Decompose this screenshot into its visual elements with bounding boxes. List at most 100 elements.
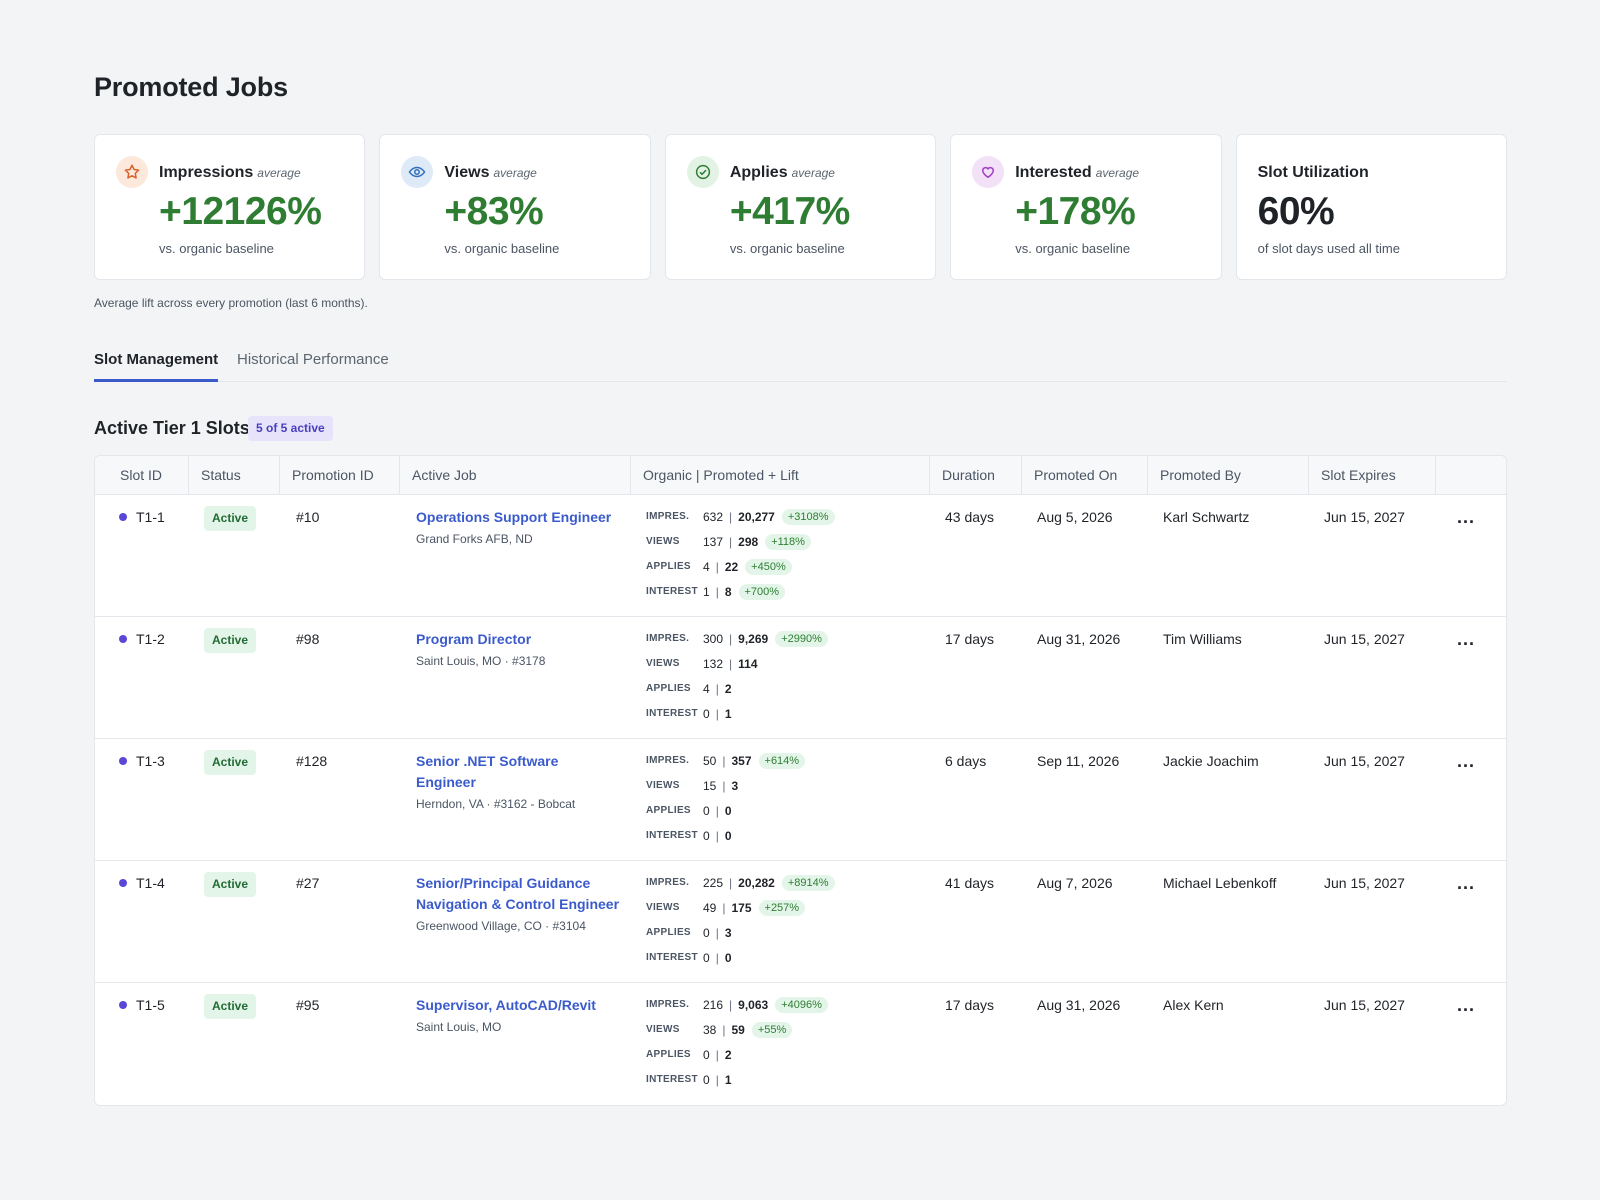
- organic-value: 0: [703, 706, 710, 721]
- views-card: Views average +83% vs. organic baseline: [379, 134, 651, 280]
- slot-expires: Jun 15, 2027: [1324, 509, 1405, 525]
- organic-value: 4: [703, 559, 710, 574]
- metric-line: INTEREST 0 | 1: [646, 701, 828, 726]
- job-location: Saint Louis, MO · #3178: [416, 654, 546, 668]
- separator: |: [715, 1072, 719, 1087]
- metric-label: INTEREST: [646, 830, 698, 841]
- organic-value: 1: [703, 584, 710, 599]
- status-cell: Active: [204, 750, 257, 775]
- organic-value: 632: [703, 509, 724, 524]
- job-title-link[interactable]: Operations Support Engineer: [416, 509, 612, 525]
- organic-value: 137: [703, 534, 724, 549]
- duration: 17 days: [945, 997, 995, 1013]
- job-location: Herndon, VA · #3162 - Bobcat: [416, 797, 576, 811]
- organic-value: 0: [703, 950, 710, 965]
- job-title-link[interactable]: Program Director: [416, 631, 532, 647]
- job-cell: Senior/Principal Guidance Navigation & C…: [416, 873, 621, 933]
- metric-label: APPLIES: [646, 683, 691, 694]
- job-cell: Supervisor, AutoCAD/Revit Saint Louis, M…: [416, 995, 621, 1034]
- promoted-on: Aug 31, 2026: [1037, 997, 1121, 1013]
- promoted-on: Aug 5, 2026: [1037, 509, 1113, 525]
- promoted-value: 20,282: [738, 875, 775, 890]
- separator: |: [715, 950, 719, 965]
- metric-label: INTEREST: [646, 586, 698, 597]
- promotion-id: #95: [296, 997, 320, 1013]
- column-header: Slot Expires: [1309, 456, 1436, 495]
- card-subtitle: average: [257, 166, 301, 180]
- status-badge: Active: [204, 872, 257, 897]
- lift-note: Average lift across every promotion (las…: [94, 296, 368, 310]
- separator: |: [722, 753, 726, 768]
- slot-id: T1-2: [136, 631, 165, 647]
- separator: |: [715, 828, 719, 843]
- metric-line: INTEREST 0 | 0: [646, 823, 805, 848]
- slot-expires: Jun 15, 2027: [1324, 875, 1405, 891]
- metrics-cell: IMPRES. 225 | 20,282 +8914% VIEWS 49 | 175 +257% A…: [646, 870, 835, 970]
- card-subtitle: average: [1095, 166, 1140, 180]
- card-subtitle: average: [493, 166, 537, 180]
- metrics-cell: IMPRES. 216 | 9,063 +4096% VIEWS 38 | 59 +55% APPL…: [646, 992, 828, 1092]
- more-actions-button[interactable]: ...: [1457, 995, 1476, 1015]
- status-badge: Active: [204, 994, 257, 1019]
- card-note: vs. organic baseline: [729, 241, 845, 256]
- more-actions-button[interactable]: ...: [1457, 873, 1476, 893]
- tab-historical-performance[interactable]: Historical Performance: [237, 351, 389, 368]
- organic-value: 0: [703, 1047, 710, 1062]
- card-heading: Applies average: [730, 164, 835, 182]
- duration: 17 days: [945, 631, 995, 647]
- more-actions-button[interactable]: ...: [1457, 629, 1476, 649]
- job-title-link[interactable]: Supervisor, AutoCAD/Revit: [416, 997, 596, 1013]
- job-title-link[interactable]: Senior/Principal Guidance Navigation & C…: [416, 875, 620, 912]
- promoted-value: 0: [724, 828, 732, 843]
- lift-badge: +614%: [758, 752, 806, 769]
- slot-id: T1-5: [136, 997, 165, 1013]
- table-row: T1-3 Active #128 Senior .NET Software En…: [95, 739, 1506, 861]
- promoted-value: 9,063: [738, 997, 769, 1012]
- organic-value: 0: [703, 925, 710, 940]
- more-actions-button[interactable]: ...: [1457, 751, 1476, 771]
- lift-badge: +118%: [765, 533, 811, 550]
- metric-line: APPLIES 0 | 3: [646, 920, 835, 945]
- separator: |: [715, 706, 719, 721]
- separator: |: [715, 1047, 719, 1062]
- metric-label: VIEWS: [646, 1024, 680, 1035]
- organic-value: 300: [703, 631, 724, 646]
- metric-line: INTEREST 1 | 8 +700%: [646, 579, 835, 604]
- column-header: Active Job: [400, 456, 631, 495]
- promoted-value: 0: [724, 803, 732, 818]
- slot-dot: [119, 635, 127, 643]
- table-row: T1-1 Active #10 Operations Support Engin…: [95, 495, 1506, 617]
- card-note: vs. organic baseline: [1015, 241, 1131, 256]
- metric-label: IMPRES.: [646, 511, 690, 522]
- promoted-value: 175: [731, 900, 752, 915]
- table-row: T1-2 Active #98 Program Director Saint L…: [95, 617, 1506, 739]
- separator: |: [729, 875, 733, 890]
- job-title-link[interactable]: Senior .NET Software Engineer: [416, 753, 559, 790]
- tab-slot-management[interactable]: Slot Management: [94, 351, 219, 382]
- tab-bar: Slot Management Historical Performance: [94, 344, 1507, 382]
- active-count-badge: 5 of 5 active: [248, 416, 333, 441]
- promoted-by: Tim Williams: [1163, 631, 1242, 647]
- more-actions-button[interactable]: ...: [1457, 507, 1476, 527]
- separator: |: [722, 778, 726, 793]
- card-heading: Slot Utilization: [1258, 164, 1369, 182]
- separator: |: [729, 534, 733, 549]
- card-title: Slot Utilization: [1257, 164, 1369, 181]
- slot-dot: [119, 757, 127, 765]
- organic-value: 216: [703, 997, 724, 1012]
- slot-dot: [119, 513, 127, 521]
- lift-badge: +2990%: [775, 630, 828, 647]
- slot-id-cell: T1-1: [119, 509, 165, 525]
- status-cell: Active: [204, 628, 257, 653]
- metric-label: IMPRES.: [646, 755, 690, 766]
- status-cell: Active: [204, 994, 257, 1019]
- duration: 43 days: [945, 509, 995, 525]
- job-cell: Senior .NET Software Engineer Herndon, V…: [416, 751, 621, 811]
- metric-label: VIEWS: [646, 780, 680, 791]
- lift-badge: +450%: [745, 558, 792, 575]
- star-icon: [116, 156, 148, 188]
- page-title: Promoted Jobs: [94, 72, 288, 102]
- metric-line: APPLIES 4 | 2: [646, 676, 828, 701]
- table-header: Slot ID Status Promotion ID Active Job O…: [95, 456, 1506, 495]
- separator: |: [729, 509, 733, 524]
